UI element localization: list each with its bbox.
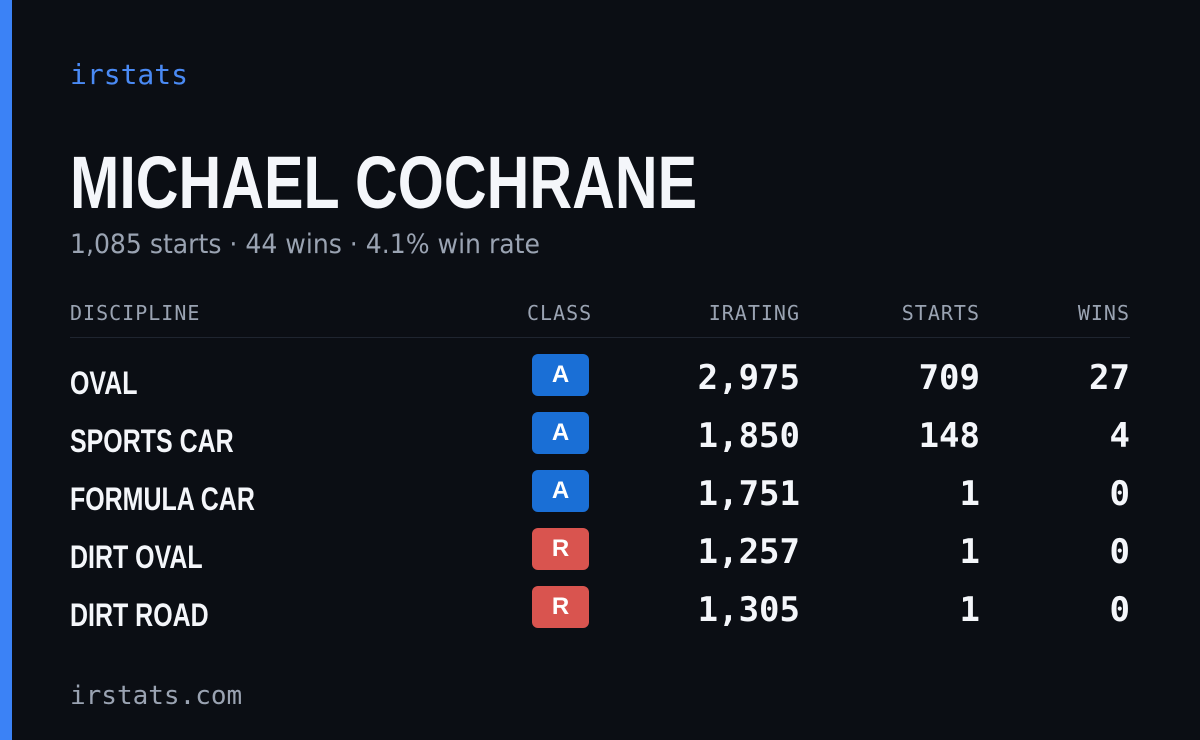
summary: 1,085 starts · 44 wins · 4.1% win rate: [70, 229, 540, 260]
brand: irstats: [70, 58, 189, 91]
stat-value: 148: [918, 416, 980, 456]
stat-value: 1,305: [697, 590, 800, 630]
discipline: OVAL: [70, 365, 138, 401]
column-header: DISCIPLINE: [70, 301, 201, 325]
stat-value: 27: [1089, 358, 1130, 398]
stat-value: 1,751: [697, 474, 800, 514]
class-badge: R: [532, 528, 589, 570]
discipline: DIRT OVAL: [70, 539, 203, 575]
discipline: FORMULA CAR: [70, 481, 255, 517]
stat-value: 2,975: [697, 358, 800, 398]
column-header: WINS: [1077, 301, 1130, 325]
stat-value: 0: [1109, 532, 1130, 572]
stat-value: 4: [1109, 416, 1130, 456]
stat-value: 1: [959, 532, 980, 572]
discipline: DIRT ROAD: [70, 597, 209, 633]
divider: [70, 337, 1130, 338]
class-badge: R: [532, 586, 589, 628]
stat-value: 1: [959, 474, 980, 514]
stat-value: 709: [918, 358, 980, 398]
accent-bar: [0, 0, 12, 740]
driver-name: MICHAEL COCHRANE: [70, 141, 698, 224]
stat-value: 0: [1109, 474, 1130, 514]
stat-value: 0: [1109, 590, 1130, 630]
stat-value: 1: [959, 590, 980, 630]
class-badge: A: [532, 412, 589, 454]
footer: irstats.com: [70, 681, 243, 711]
column-header: IRATING: [708, 301, 800, 325]
column-header: STARTS: [901, 301, 980, 325]
class-badge: A: [532, 470, 589, 512]
stat-value: 1,850: [697, 416, 800, 456]
discipline: SPORTS CAR: [70, 423, 234, 459]
class-badge: A: [532, 354, 589, 396]
column-header: CLASS: [527, 301, 593, 325]
stat-value: 1,257: [697, 532, 800, 572]
